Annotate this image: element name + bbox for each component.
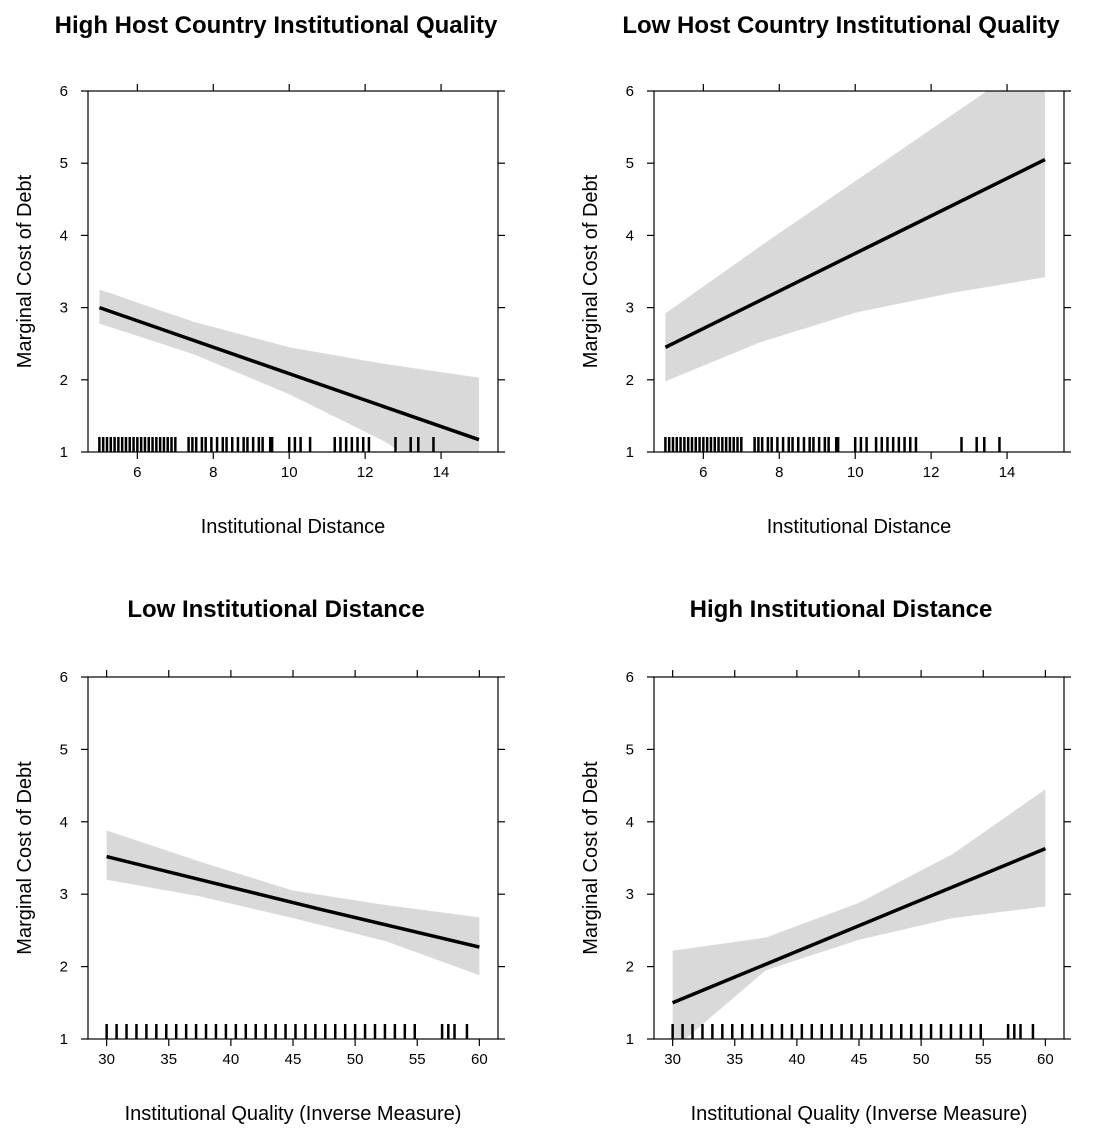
- x-axis-label: Institutional Distance: [201, 516, 386, 538]
- rug: [98, 437, 435, 452]
- x-tick-label: 35: [726, 1051, 743, 1068]
- x-tick-label: 30: [98, 1051, 115, 1068]
- y-tick-label: 3: [626, 300, 634, 317]
- y-axis-label: Marginal Cost of Debt: [14, 761, 36, 955]
- x-tick-label: 40: [789, 1051, 806, 1068]
- confidence-band: [672, 789, 1046, 1039]
- y-axis-label: Marginal Cost of Debt: [580, 174, 602, 368]
- y-tick-label: 5: [626, 155, 634, 172]
- y-tick-label: 3: [626, 886, 634, 903]
- x-tick-label: 55: [975, 1051, 992, 1068]
- plot-area: [105, 830, 480, 1039]
- y-tick-label: 6: [60, 669, 68, 686]
- y-tick-label: 6: [60, 83, 68, 100]
- y-tick-label: 5: [626, 741, 634, 758]
- x-tick-label: 14: [433, 464, 450, 481]
- x-tick-label: 60: [1037, 1051, 1054, 1068]
- x-tick-label: 55: [409, 1051, 426, 1068]
- x-tick-label: 40: [223, 1051, 240, 1068]
- x-axis-label: Institutional Quality (Inverse Measure): [125, 1103, 462, 1125]
- rug: [105, 1024, 469, 1039]
- plot-frame: [653, 90, 1065, 453]
- x-tick-label: 8: [775, 464, 783, 481]
- chart-title: Low Host Country Institutional Quality: [622, 12, 1060, 39]
- rug: [664, 437, 1001, 452]
- x-tick-label: 12: [357, 464, 374, 481]
- x-axis-label: Institutional Quality (Inverse Measure): [691, 1103, 1028, 1125]
- y-tick-label: 1: [60, 444, 68, 461]
- y-tick-label: 5: [60, 155, 68, 172]
- y-tick-label: 2: [60, 959, 68, 976]
- x-tick-label: 8: [209, 464, 217, 481]
- fitted-line: [98, 305, 480, 442]
- confidence-band: [665, 91, 1045, 382]
- fitted-line: [671, 846, 1047, 1005]
- x-tick-label: 12: [923, 464, 940, 481]
- fitted-line: [664, 158, 1046, 349]
- confidence-band: [99, 289, 479, 452]
- y-tick-label: 4: [60, 814, 68, 831]
- y-tick-label: 4: [60, 227, 68, 244]
- y-tick-label: 3: [60, 300, 68, 317]
- x-tick-label: 14: [999, 464, 1016, 481]
- chart-title: Low Institutional Distance: [127, 596, 424, 623]
- y-tick-label: 2: [60, 372, 68, 389]
- plot-area: [671, 789, 1047, 1039]
- x-tick-label: 50: [913, 1051, 930, 1068]
- fitted-line: [106, 854, 480, 949]
- x-tick-label: 6: [133, 464, 141, 481]
- x-tick-label: 50: [347, 1051, 364, 1068]
- x-tick-label: 45: [851, 1051, 868, 1068]
- y-tick-label: 4: [626, 814, 634, 831]
- plot-area: [664, 91, 1046, 452]
- y-axis-label: Marginal Cost of Debt: [14, 174, 36, 368]
- x-tick-label: 10: [281, 464, 298, 481]
- x-tick-label: 60: [471, 1051, 488, 1068]
- rug: [671, 1024, 1035, 1039]
- x-axis-label: Institutional Distance: [767, 516, 952, 538]
- x-tick-label: 35: [160, 1051, 177, 1068]
- plot-frame: [87, 90, 499, 453]
- chart-title: High Institutional Distance: [690, 596, 993, 623]
- y-axis-label: Marginal Cost of Debt: [580, 761, 602, 955]
- y-tick-label: 5: [60, 741, 68, 758]
- y-tick-label: 4: [626, 227, 634, 244]
- x-tick-label: 10: [847, 464, 864, 481]
- chart-title: High Host Country Institutional Quality: [55, 12, 498, 39]
- x-tick-label: 30: [664, 1051, 681, 1068]
- y-tick-label: 1: [626, 1031, 634, 1048]
- y-tick-label: 1: [626, 444, 634, 461]
- y-tick-label: 2: [626, 372, 634, 389]
- y-tick-label: 3: [60, 886, 68, 903]
- x-tick-label: 45: [285, 1051, 302, 1068]
- y-tick-label: 6: [626, 83, 634, 100]
- y-tick-label: 1: [60, 1031, 68, 1048]
- y-tick-label: 2: [626, 959, 634, 976]
- x-tick-label: 6: [699, 464, 707, 481]
- y-tick-label: 6: [626, 669, 634, 686]
- plot-area: [98, 289, 480, 452]
